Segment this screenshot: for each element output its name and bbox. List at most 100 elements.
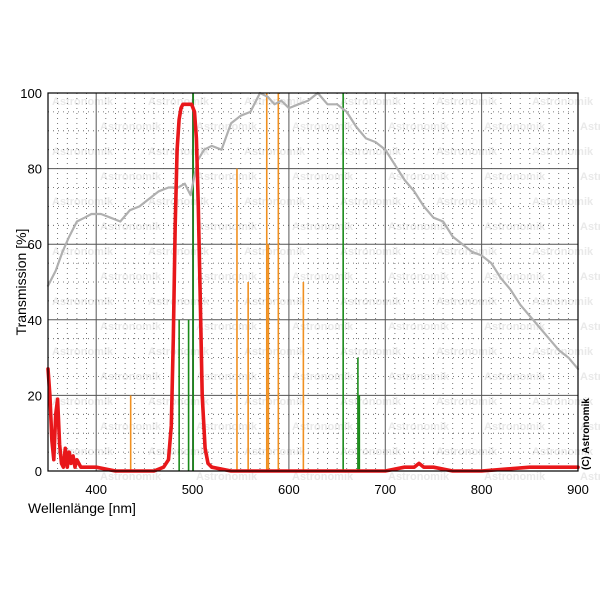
watermark-text: Astronomik xyxy=(292,421,354,433)
watermark-text: Astronomik xyxy=(292,221,354,233)
watermark-text: Astronomik xyxy=(52,346,114,358)
watermark-text: Astronomik xyxy=(388,321,450,333)
watermark-text: Astronomik xyxy=(436,96,498,108)
copyright-text: (C) Astronomik xyxy=(581,398,592,470)
watermark-text: Astronomik xyxy=(244,346,306,358)
emission-lines xyxy=(129,93,361,471)
watermark-text: Astronomik xyxy=(484,421,546,433)
watermark-text: Astronomik xyxy=(292,121,354,133)
watermark-text: Astronomik xyxy=(580,321,600,333)
x-tick-label: 600 xyxy=(278,482,300,497)
watermark-text: Astronomik xyxy=(484,471,546,483)
watermark-text: Astronomik xyxy=(436,396,498,408)
y-tick-label: 20 xyxy=(28,388,42,403)
watermark-text: Astronomik xyxy=(388,121,450,133)
watermark-text: Astronomik xyxy=(244,246,306,258)
watermark-text: Astronomik xyxy=(340,396,402,408)
watermark-text: Astronomik xyxy=(100,321,162,333)
watermark-text: Astronomik xyxy=(484,271,546,283)
watermark-text: Astronomik xyxy=(532,296,594,308)
watermark-text: Astronomik xyxy=(196,371,258,383)
y-tick-label: 80 xyxy=(28,162,42,177)
watermark-text: Astronomik xyxy=(244,296,306,308)
watermark-text: Astronomik xyxy=(100,271,162,283)
watermark-text: Astronomik xyxy=(52,396,114,408)
watermark-text: Astronomik xyxy=(244,196,306,208)
watermark-text: Astronomik xyxy=(244,146,306,158)
watermark-text: Astronomik xyxy=(580,371,600,383)
watermark-text: Astronomik xyxy=(196,471,258,483)
watermark-text: Astronomik xyxy=(100,471,162,483)
reference-curve xyxy=(46,91,580,370)
watermark-text: Astronomik xyxy=(52,146,114,158)
watermark-text: Astronomik xyxy=(484,221,546,233)
x-tick-label: 800 xyxy=(471,482,493,497)
watermark-text: Astronomik xyxy=(52,246,114,258)
watermark-text: Astronomik xyxy=(388,171,450,183)
watermark-text: Astronomik xyxy=(52,96,114,108)
watermark-text: Astronomik xyxy=(580,471,600,483)
watermark-text: Astronomik xyxy=(340,96,402,108)
y-axis-label: Transmission [%] xyxy=(13,229,29,336)
x-tick-label: 500 xyxy=(182,482,204,497)
watermark-text: Astronomik xyxy=(388,421,450,433)
watermark-text: Astronomik xyxy=(196,221,258,233)
watermark-text: Astronomik xyxy=(436,146,498,158)
watermark-text: Astronomik xyxy=(100,371,162,383)
watermark-text: Astronomik xyxy=(532,146,594,158)
watermark-text: Astronomik xyxy=(292,171,354,183)
watermark-text: Astronomik xyxy=(244,96,306,108)
watermark-text: Astronomik xyxy=(340,446,402,458)
tick-labels: 400 500 600 700 800 900 0 20 40 60 80 100 xyxy=(20,86,589,497)
watermark-text: Astronomik xyxy=(388,271,450,283)
y-tick-label: 0 xyxy=(35,464,42,479)
watermark-text: Astronomik xyxy=(340,346,402,358)
watermark-text: Astronomik xyxy=(532,246,594,258)
plot-frame xyxy=(47,92,579,472)
watermark-text: Astronomik xyxy=(580,171,600,183)
watermark-text: Astronomik xyxy=(340,146,402,158)
x-tick-label: 700 xyxy=(374,482,396,497)
filter-transmission-curve xyxy=(46,102,580,473)
watermark-text: Astronomik xyxy=(292,471,354,483)
watermark-layer: Astronomik Astronomik Astronomik Astronomik… xyxy=(52,96,600,483)
y-tick-label: 100 xyxy=(20,86,42,101)
watermark-text: Astronomik xyxy=(292,321,354,333)
watermark-text: Astronomik xyxy=(196,421,258,433)
watermark-text: Astronomik xyxy=(484,171,546,183)
watermark-text: Astronomik xyxy=(292,371,354,383)
watermark-text: Astronomik xyxy=(100,171,162,183)
x-tick-label: 400 xyxy=(85,482,107,497)
watermark-text: Astronomik xyxy=(388,371,450,383)
watermark-text: Astronomik xyxy=(340,246,402,258)
x-axis-label: Wellenlänge [nm] xyxy=(28,500,136,516)
watermark-text: Astronomik xyxy=(244,446,306,458)
y-tick-label: 60 xyxy=(28,237,42,252)
watermark-text: Astronomik xyxy=(580,271,600,283)
watermark-text: Astronomik xyxy=(100,121,162,133)
watermark-text: Astronomik xyxy=(148,246,210,258)
watermark-text: Astronomik xyxy=(292,271,354,283)
watermark-text: Astronomik xyxy=(436,296,498,308)
watermark-text: Astronomik xyxy=(388,471,450,483)
watermark-text: Astronomik xyxy=(100,221,162,233)
watermark-text: Astronomik xyxy=(436,346,498,358)
watermark-text: Astronomik xyxy=(580,221,600,233)
x-tick-label: 900 xyxy=(567,482,589,497)
watermark-text: Astronomik xyxy=(532,96,594,108)
watermark-text: Astronomik xyxy=(340,196,402,208)
watermark-text: Astronomik xyxy=(52,296,114,308)
watermark-text: Astronomik xyxy=(484,121,546,133)
watermark-text: Astronomik xyxy=(580,421,600,433)
watermark-text: Astronomik xyxy=(148,96,210,108)
watermark-text: Astronomik xyxy=(484,371,546,383)
y-tick-label: 40 xyxy=(28,313,42,328)
watermark-text: Astronomik xyxy=(580,121,600,133)
watermark-text: Astronomik xyxy=(244,396,306,408)
watermark-text: Astronomik xyxy=(340,296,402,308)
watermark-text: Astronomik xyxy=(436,196,498,208)
watermark-text: Astronomik xyxy=(436,446,498,458)
watermark-text: Astronomik xyxy=(196,271,258,283)
watermark-text: Astronomik xyxy=(196,171,258,183)
